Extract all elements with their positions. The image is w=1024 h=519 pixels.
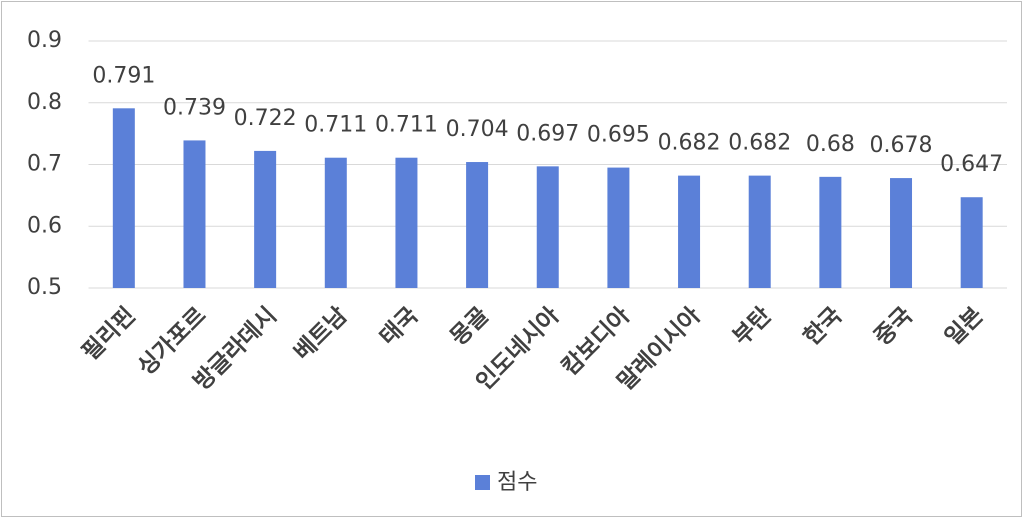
data-label: 0.697 bbox=[516, 121, 579, 146]
bar bbox=[183, 140, 206, 288]
data-label: 0.682 bbox=[658, 131, 721, 156]
data-label: 0.711 bbox=[375, 113, 438, 138]
bar bbox=[819, 176, 842, 288]
bar bbox=[324, 157, 347, 288]
bar bbox=[678, 175, 701, 288]
data-label: 0.739 bbox=[163, 95, 226, 120]
bar bbox=[536, 166, 559, 288]
data-label: 0.68 bbox=[806, 132, 855, 157]
data-label: 0.704 bbox=[446, 117, 509, 142]
bar bbox=[890, 178, 913, 288]
bar bbox=[607, 167, 630, 288]
y-tick-label: 0.6 bbox=[27, 213, 62, 238]
bar bbox=[254, 150, 277, 288]
y-tick-label: 0.8 bbox=[27, 90, 62, 115]
bar bbox=[112, 108, 135, 289]
data-label: 0.647 bbox=[940, 152, 1003, 177]
bar bbox=[466, 162, 489, 288]
bar bbox=[748, 175, 771, 288]
bar bbox=[395, 157, 418, 288]
y-tick-label: 0.5 bbox=[27, 275, 62, 300]
data-label: 0.682 bbox=[728, 131, 791, 156]
legend-label: 점수 bbox=[497, 470, 537, 495]
bar bbox=[960, 197, 983, 288]
data-label: 0.722 bbox=[234, 106, 297, 131]
y-tick-label: 0.7 bbox=[27, 152, 62, 177]
y-tick-label: 0.9 bbox=[27, 28, 62, 53]
data-label: 0.791 bbox=[92, 63, 155, 88]
data-label: 0.678 bbox=[870, 133, 933, 158]
data-label: 0.711 bbox=[304, 113, 367, 138]
data-label: 0.695 bbox=[587, 123, 650, 148]
legend-swatch bbox=[475, 475, 490, 490]
